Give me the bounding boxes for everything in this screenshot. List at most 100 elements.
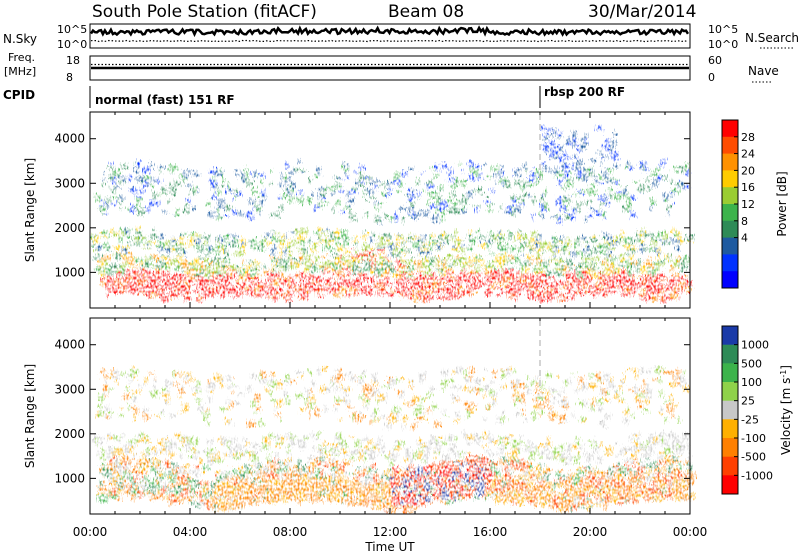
power-echo xyxy=(645,295,649,301)
power-echo xyxy=(684,184,690,189)
nsky-strip: N.Sky 10^5 10^0 10^5 10^0 N.Search xyxy=(3,23,799,51)
power-echo xyxy=(517,238,522,242)
power-echo xyxy=(484,194,489,198)
velocity-echo xyxy=(317,481,324,488)
power-echo xyxy=(297,246,303,252)
velocity-echo xyxy=(592,481,598,485)
power-echo xyxy=(151,292,157,298)
power-echo xyxy=(394,213,399,222)
power-echo xyxy=(168,165,175,173)
velocity-echo xyxy=(427,472,430,476)
power-echo xyxy=(374,246,377,251)
power-echo xyxy=(315,167,320,170)
power-echo xyxy=(313,206,319,210)
power-echo xyxy=(562,293,569,300)
velocity-echo xyxy=(430,464,437,469)
power-echo xyxy=(356,270,360,277)
power-echo xyxy=(621,242,625,245)
power-echo xyxy=(354,249,358,254)
power-echo xyxy=(550,244,554,249)
velocity-echo xyxy=(417,494,423,497)
power-echo xyxy=(436,296,442,300)
power-echo xyxy=(145,242,149,246)
power-echo xyxy=(355,242,358,247)
power-echo xyxy=(566,258,572,265)
power-echo xyxy=(501,287,504,293)
power-echo xyxy=(171,258,176,266)
power-echo xyxy=(676,243,680,252)
power-echo xyxy=(442,204,447,208)
power-echo xyxy=(551,215,557,218)
power-echo xyxy=(568,213,576,221)
power-echo xyxy=(562,184,565,190)
power-echo xyxy=(158,285,164,289)
velocity-echo xyxy=(133,492,140,497)
power-echo xyxy=(107,286,111,292)
power-echo xyxy=(612,132,617,137)
colorbar-tick-label: 8 xyxy=(741,215,748,228)
power-echo xyxy=(669,276,676,280)
power-echo xyxy=(640,239,645,245)
velocity-echo xyxy=(322,483,325,491)
velocity-echo xyxy=(224,474,229,477)
velocity-echo xyxy=(444,487,452,491)
velocity-echo xyxy=(315,477,322,480)
velocity-echo xyxy=(612,469,615,472)
power-echo xyxy=(328,232,336,240)
power-echo xyxy=(571,294,575,300)
velocity-echo xyxy=(341,462,345,471)
power-echo xyxy=(334,177,341,180)
power-echo xyxy=(126,258,133,264)
power-echo xyxy=(134,160,138,165)
power-echo xyxy=(255,270,260,277)
velocity-echo xyxy=(226,501,231,505)
power-echo xyxy=(463,194,466,203)
velocity-echo xyxy=(353,476,360,482)
velocity-echo xyxy=(497,459,503,462)
power-echo xyxy=(602,212,606,218)
velocity-echo xyxy=(673,459,679,463)
power-echo xyxy=(284,262,289,270)
power-echo xyxy=(492,234,500,237)
velocity-echo xyxy=(110,483,113,492)
power-echo xyxy=(424,258,431,262)
power-echo xyxy=(254,201,257,207)
power-echo xyxy=(535,250,541,259)
power-echo xyxy=(414,279,419,285)
power-echo xyxy=(309,283,316,289)
power-echo xyxy=(185,288,191,294)
power-echo xyxy=(291,229,295,235)
power-echo xyxy=(187,262,194,270)
power-echo xyxy=(585,190,592,195)
power-echo xyxy=(174,281,177,285)
power-echo xyxy=(653,247,661,255)
power-echo xyxy=(345,201,350,207)
velocity-echo xyxy=(425,486,430,493)
power-echo xyxy=(591,263,594,272)
power-echo xyxy=(474,279,482,286)
power-echo xyxy=(346,264,349,268)
power-echo xyxy=(535,273,542,278)
velocity-echo xyxy=(256,472,260,480)
power-echo xyxy=(528,293,534,299)
power-echo xyxy=(347,271,354,275)
velocity-echo xyxy=(320,470,323,477)
power-echo xyxy=(308,278,315,285)
power-echo xyxy=(148,289,154,293)
velocity-echo xyxy=(478,471,482,476)
velocity-echo xyxy=(482,479,488,482)
power-echo xyxy=(345,276,349,281)
power-echo xyxy=(488,280,493,286)
velocity-echo xyxy=(460,488,466,492)
power-echo xyxy=(164,240,169,248)
power-echo xyxy=(405,248,411,254)
power-echo xyxy=(451,184,458,189)
velocity-echo xyxy=(210,483,214,488)
power-echo xyxy=(186,198,192,203)
velocity-echo xyxy=(202,467,206,474)
power-echo xyxy=(227,186,230,189)
power-echo xyxy=(679,274,684,282)
power-echo xyxy=(460,290,466,296)
power-echo xyxy=(541,269,548,274)
